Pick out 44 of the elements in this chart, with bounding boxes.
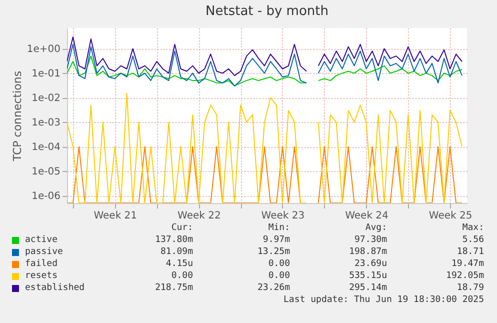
x-tick-label: Week 25 xyxy=(428,210,472,222)
y-tick-label: 1e-04 xyxy=(32,142,60,154)
text: 19.47m xyxy=(450,259,484,269)
y-tick-label: 1e+00 xyxy=(26,44,60,56)
text: 23.26m xyxy=(256,283,290,293)
legend-label: established xyxy=(25,283,86,293)
text: 13.25m xyxy=(256,247,290,257)
text: 97.30m xyxy=(353,235,387,245)
legend-label: passive xyxy=(25,247,64,257)
chart-title: Netstat - by month xyxy=(206,4,328,19)
y-tick-label: 1e-01 xyxy=(32,68,60,80)
x-tick-label: Week 24 xyxy=(345,210,388,222)
text: 0.00 xyxy=(267,259,290,269)
legend-label: resets xyxy=(25,271,59,281)
y-axis-title: TCP connections xyxy=(10,70,24,162)
legend-label: active xyxy=(25,235,59,245)
text: 218.75m xyxy=(154,283,193,293)
text: Last update: Thu Jun 19 18:30:00 2025 xyxy=(282,295,484,305)
x-tick-label: Week 22 xyxy=(178,210,221,222)
legend-label: failed xyxy=(25,259,59,269)
text: Avg: xyxy=(364,223,387,233)
text: Cur: xyxy=(170,223,193,233)
text: 192.05m xyxy=(445,271,484,281)
text: 4.15u xyxy=(164,259,193,269)
text: 81.09m xyxy=(159,247,193,257)
text: 9.97m xyxy=(262,235,290,245)
text: 5.56 xyxy=(461,235,484,245)
text: 137.80m xyxy=(154,235,193,245)
text: Min: xyxy=(267,223,290,233)
y-tick-label: 1e-05 xyxy=(32,166,60,178)
y-tick-label: 1e-06 xyxy=(32,191,60,202)
text: 0.00 xyxy=(170,271,193,281)
text: Max: xyxy=(461,223,484,233)
x-tick-label: Week 23 xyxy=(261,210,305,222)
text: 18.79 xyxy=(456,283,484,293)
text: 535.15u xyxy=(348,271,387,281)
y-tick-label: 1e-02 xyxy=(32,93,60,104)
text: 23.69u xyxy=(353,259,387,269)
y-tick-label: 1e-03 xyxy=(32,118,60,129)
x-tick-label: Week 21 xyxy=(94,210,138,222)
text: 198.87m xyxy=(348,247,387,257)
text: 0.00 xyxy=(267,271,290,281)
text: 18.71 xyxy=(456,247,484,257)
text: 295.14m xyxy=(348,283,387,293)
